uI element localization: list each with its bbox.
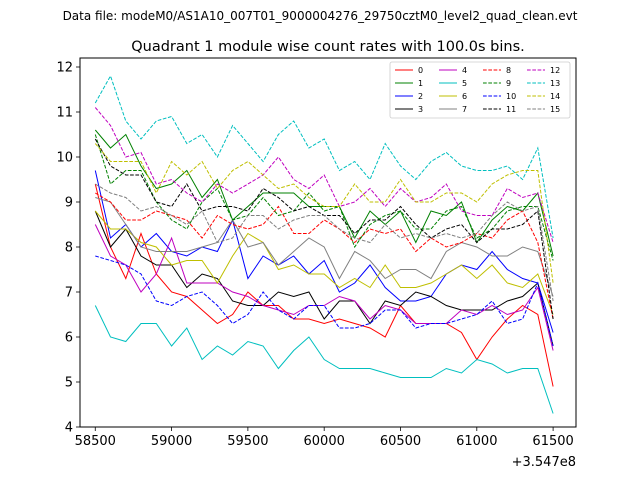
- y-axis: 4 5 6 7 8 9 10 11 12: [56, 61, 80, 436]
- series-line-4: [94, 224, 554, 351]
- plot-area: [94, 74, 554, 414]
- series-line-12: [94, 107, 554, 243]
- legend-label-14: 14: [550, 92, 560, 101]
- legend-label-7: 7: [462, 105, 467, 114]
- y-tick-label: 5: [65, 376, 73, 391]
- series-line-6: [94, 210, 554, 315]
- legend-label-11: 11: [506, 105, 516, 114]
- x-tick-label: 60500: [380, 434, 421, 449]
- series-layer: [94, 74, 554, 414]
- legend-label-0: 0: [418, 66, 423, 75]
- legend-label-10: 10: [506, 92, 516, 101]
- x-tick-label: 61500: [532, 434, 573, 449]
- x-tick-label: 60000: [304, 434, 345, 449]
- legend-label-4: 4: [462, 66, 467, 75]
- legend-label-9: 9: [506, 79, 511, 88]
- chart-title: Quadrant 1 module wise count rates with …: [131, 39, 525, 55]
- series-line-14: [94, 143, 554, 284]
- y-tick-label: 7: [65, 286, 73, 301]
- y-tick-label: 11: [56, 106, 73, 121]
- legend-label-3: 3: [418, 105, 423, 114]
- series-line-10: [95, 255, 554, 347]
- legend-label-5: 5: [462, 79, 467, 88]
- data-file-label: Data file: modeM0/AS1A10_007T01_90000042…: [63, 9, 578, 23]
- y-tick-label: 6: [65, 331, 73, 346]
- series-line-7: [95, 197, 554, 297]
- y-tick-label: 9: [65, 196, 73, 211]
- legend-label-1: 1: [418, 79, 423, 88]
- legend-label-8: 8: [506, 66, 511, 75]
- legend-frame: [389, 61, 571, 119]
- legend-label-2: 2: [418, 92, 423, 101]
- legend-label-12: 12: [550, 66, 560, 75]
- legend-label-6: 6: [462, 92, 467, 101]
- x-tick-label: 59000: [151, 434, 192, 449]
- series-line-9: [94, 134, 554, 261]
- axes-frame: [79, 57, 577, 428]
- series-line-5: [94, 305, 554, 414]
- x-offset-label: +3.547e8: [512, 455, 576, 470]
- legend-label-13: 13: [550, 79, 560, 88]
- x-tick-label: 59500: [227, 434, 268, 449]
- x-axis: 58500 59000 59500 60000 60500 61000 61500: [75, 427, 574, 449]
- series-line-15: [95, 183, 554, 302]
- x-tick-label: 58500: [75, 434, 116, 449]
- y-tick-label: 8: [65, 241, 73, 256]
- y-tick-label: 12: [56, 61, 73, 76]
- y-tick-label: 4: [65, 421, 73, 436]
- series-line-13: [94, 74, 554, 239]
- x-tick-label: 61000: [456, 434, 497, 449]
- legend-label-15: 15: [550, 105, 560, 114]
- y-tick-label: 10: [56, 151, 73, 166]
